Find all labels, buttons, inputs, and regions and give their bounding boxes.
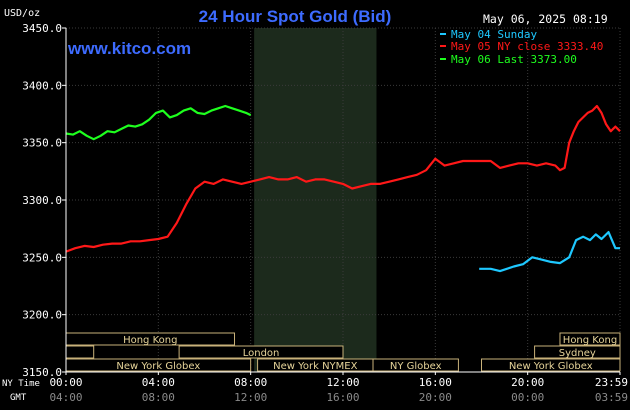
x-tick-label-ny: 16:00 [419, 376, 452, 389]
x-tick-label-gmt: 12:00 [234, 391, 267, 404]
session-bar-box [178, 345, 344, 359]
session-bar: Sydney [534, 345, 621, 359]
y-tick-label: 3300.0 [22, 194, 62, 207]
session-bar: New York NYMEX [257, 358, 374, 372]
x-axis-label-ny: NY Time [2, 379, 40, 389]
x-tick-label-ny: 00:00 [49, 376, 82, 389]
session-bar-box [372, 358, 459, 372]
legend-swatch [440, 58, 446, 60]
session-bar: NY Globex [372, 358, 459, 372]
session-bar-label: Hong Kong [563, 335, 617, 346]
session-bar-box [559, 332, 621, 346]
legend-entry: May 05 NY close 3333.40 [440, 40, 603, 53]
legend-swatch [440, 33, 446, 35]
session-bar [65, 345, 95, 359]
session-bar-label: New York Globex [116, 361, 200, 372]
session-bar: Hong Kong [559, 332, 621, 346]
series-line [479, 231, 620, 273]
x-tick-label-gmt: 03:59 [595, 391, 628, 404]
series-lines [65, 104, 621, 273]
session-bar-box [481, 358, 621, 372]
legend-entry: May 06 Last 3373.00 [440, 53, 577, 66]
series-line [65, 104, 621, 253]
x-tick-label-gmt: 16:00 [326, 391, 359, 404]
legend-label: May 04 Sunday [451, 28, 537, 41]
chart-timestamp: May 06, 2025 08:19 [483, 12, 608, 26]
x-axis-label-gmt: GMT [10, 393, 27, 403]
y-axis-unit-label: USD/oz [4, 8, 40, 19]
y-tick-label: 3350.0 [22, 137, 62, 150]
legend-label: May 05 NY close 3333.40 [451, 40, 603, 53]
session-bar: London [178, 345, 344, 359]
x-tick-label-ny: 23:59 [595, 376, 628, 389]
session-bar-box [534, 345, 621, 359]
x-tick-label-gmt: 00:00 [511, 391, 544, 404]
market-sessions: Hong Kong Hong Kong London Sydney New York G… [65, 332, 621, 372]
session-bar-label: Hong Kong [123, 335, 177, 346]
session-bar-label: New York NYMEX [273, 361, 358, 372]
session-bar: New York Globex [481, 358, 621, 372]
x-tick-label-gmt: 20:00 [419, 391, 452, 404]
x-tick-label-gmt: 04:00 [49, 391, 82, 404]
x-tick-label-ny: 08:00 [234, 376, 267, 389]
axes: 3450.0 3400.0 3350.0 3300.0 3250.0 3200.0 3150… [2, 22, 628, 404]
y-tick-label: 3150.0 [22, 366, 62, 379]
legend-swatch [440, 45, 446, 47]
session-bar-box [65, 345, 95, 359]
x-tick-label-ny: 20:00 [511, 376, 544, 389]
session-bar-label: Sydney [559, 348, 596, 359]
legend: May 04 Sunday May 05 NY close 3333.40 Ma… [440, 28, 603, 66]
chart-title: 24 Hour Spot Gold (Bid) [199, 7, 392, 26]
session-bar: New York Globex [65, 358, 252, 372]
y-tick-label: 3250.0 [22, 251, 62, 264]
watermark-url: www.kitco.com [67, 39, 191, 58]
session-bar-label: New York Globex [509, 361, 593, 372]
x-tick-label-ny: 12:00 [326, 376, 359, 389]
y-tick-label: 3400.0 [22, 79, 62, 92]
x-tick-label-gmt: 08:00 [142, 391, 175, 404]
session-bar-label: London [243, 348, 280, 359]
series-line [65, 104, 252, 141]
legend-entry: May 04 Sunday [440, 28, 537, 41]
session-bar-label: NY Globex [390, 361, 442, 372]
y-tick-label: 3200.0 [22, 309, 62, 322]
y-tick-label: 3450.0 [22, 22, 62, 35]
legend-label: May 06 Last 3373.00 [451, 53, 577, 66]
x-tick-label-ny: 04:00 [142, 376, 175, 389]
session-bar: Hong Kong [65, 332, 236, 346]
